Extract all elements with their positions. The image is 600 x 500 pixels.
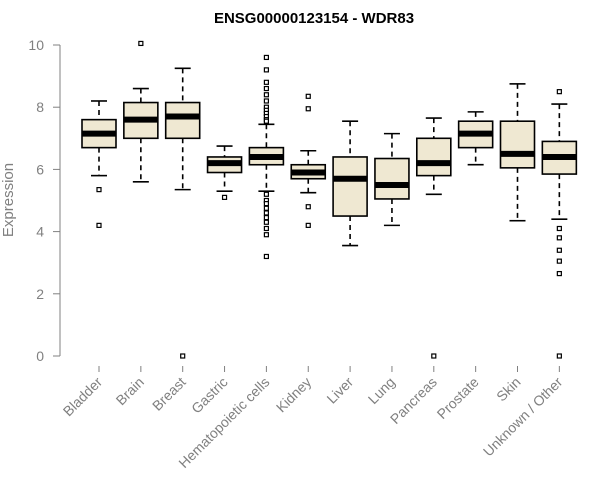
outlier-point xyxy=(431,353,437,359)
outlier-point xyxy=(556,270,562,277)
x-tick-label: Unknown / Other xyxy=(480,374,566,460)
outlier-point xyxy=(138,40,144,47)
outlier-point xyxy=(556,247,562,253)
box-iqr xyxy=(499,120,536,169)
outlier-point xyxy=(263,201,269,207)
outlier-point xyxy=(305,106,311,112)
y-tick-label: 4 xyxy=(36,224,44,240)
outlier-point xyxy=(180,353,186,359)
outlier-point xyxy=(556,353,562,359)
outlier-point xyxy=(263,54,269,61)
box-gastric xyxy=(206,145,243,200)
box-iqr xyxy=(164,101,201,140)
x-tick-label: Bladder xyxy=(60,374,106,420)
y-axis-label: Expression xyxy=(0,163,17,237)
outlier-point xyxy=(305,222,311,228)
outlier-point xyxy=(96,187,102,193)
box-brain xyxy=(123,40,159,183)
box-breast xyxy=(164,67,201,359)
outlier-point xyxy=(263,215,269,221)
x-tick-label: Skin xyxy=(493,374,524,405)
outlier-point xyxy=(263,85,269,92)
y-tick-label: 6 xyxy=(36,161,44,177)
x-tick-label: Prostate xyxy=(434,374,482,422)
box-bladder xyxy=(81,100,117,228)
box-hematopoietic-cells xyxy=(248,54,285,260)
outlier-point xyxy=(263,92,269,98)
outlier-point xyxy=(556,225,562,232)
chart-title: ENSG00000123154 - WDR83 xyxy=(214,10,414,27)
box-unknown-other xyxy=(541,89,578,359)
x-tick-label: Pancreas xyxy=(387,374,440,427)
box-iqr xyxy=(374,157,410,200)
boxes xyxy=(81,40,578,359)
outlier-point xyxy=(556,235,562,241)
outlier-point xyxy=(263,98,269,104)
outlier-point xyxy=(96,222,102,228)
outlier-point xyxy=(263,253,269,260)
box-liver xyxy=(332,120,368,247)
box-skin xyxy=(499,83,536,222)
outlier-point xyxy=(556,89,562,95)
y-tick-label: 0 xyxy=(36,348,44,364)
outlier-point xyxy=(263,118,269,124)
box-prostate xyxy=(457,111,494,166)
y-axis: 0 2 4 6 8 10 xyxy=(28,37,61,364)
box-iqr xyxy=(332,156,368,217)
box-pancreas xyxy=(415,117,452,359)
y-tick-label: 2 xyxy=(36,286,44,302)
outlier-point xyxy=(263,232,269,238)
outlier-point xyxy=(263,67,269,73)
box-lung xyxy=(374,132,410,227)
x-tick-label: Liver xyxy=(323,374,356,407)
outlier-point xyxy=(263,191,269,197)
outlier-point xyxy=(221,194,228,200)
x-tick-label: Breast xyxy=(149,374,189,414)
outlier-point xyxy=(263,210,269,216)
x-tick-label: Kidney xyxy=(273,374,315,416)
box-iqr xyxy=(415,137,452,177)
x-tick-label: Brain xyxy=(113,374,147,408)
outlier-point xyxy=(556,258,562,264)
y-tick-label: 8 xyxy=(36,99,44,115)
outlier-point xyxy=(263,205,269,211)
x-tick-label: Lung xyxy=(365,374,398,407)
box-kidney xyxy=(290,93,327,228)
outlier-point xyxy=(263,79,269,85)
outlier-point xyxy=(305,204,311,210)
y-tick-label: 10 xyxy=(28,37,44,53)
outlier-point xyxy=(263,225,269,232)
outlier-point xyxy=(305,93,311,99)
outlier-point xyxy=(263,219,269,225)
